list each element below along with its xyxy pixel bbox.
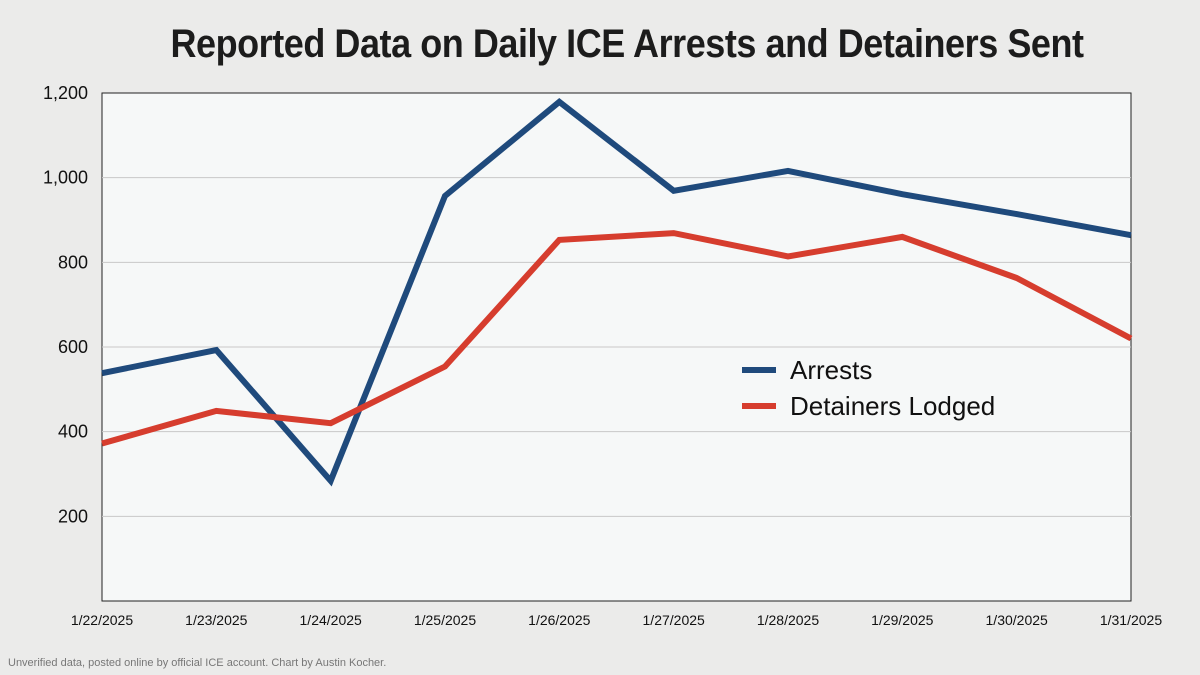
x-axis-ticks: 1/22/2025 1/23/2025 1/24/2025 1/25/2025 1/26…: [71, 612, 1162, 628]
footnote: Unverified data, posted online by offici…: [8, 657, 387, 669]
x-tick-label: 1/27/2025: [643, 612, 705, 628]
y-axis-ticks: 200 400 600 800 1,000 1,200: [43, 83, 88, 526]
x-tick-label: 1/29/2025: [871, 612, 933, 628]
y-tick-label: 1,200: [43, 83, 88, 103]
legend-label: Detainers Lodged: [790, 391, 995, 421]
x-tick-label: 1/26/2025: [528, 612, 590, 628]
y-tick-label: 800: [58, 252, 88, 272]
chart-title: Reported Data on Daily ICE Arrests and D…: [170, 22, 1084, 66]
y-tick-label: 1,000: [43, 168, 88, 188]
gridlines: [102, 177, 1131, 517]
x-tick-label: 1/31/2025: [1100, 612, 1162, 628]
series-lines: [101, 98, 1133, 487]
x-tick-label: 1/28/2025: [757, 612, 819, 628]
series-line-detainers-lodged: [101, 230, 1133, 447]
x-tick-label: 1/23/2025: [185, 612, 247, 628]
x-tick-label: 1/22/2025: [71, 612, 133, 628]
x-tick-label: 1/25/2025: [414, 612, 476, 628]
y-tick-label: 200: [58, 506, 88, 526]
x-tick-label: 1/24/2025: [300, 612, 362, 628]
legend-label: Arrests: [790, 355, 872, 385]
y-tick-label: 600: [58, 337, 88, 357]
y-tick-label: 400: [58, 422, 88, 442]
legend: Arrests Detainers Lodged: [742, 355, 995, 421]
x-tick-label: 1/30/2025: [986, 612, 1048, 628]
